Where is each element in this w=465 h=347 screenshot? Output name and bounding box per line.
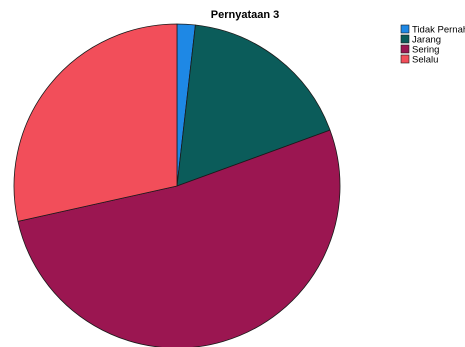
chart-title: Pernyataan 3 bbox=[211, 9, 279, 21]
legend-label-tidak-pernah: Tidak Pernah bbox=[412, 25, 465, 36]
legend-swatch-sering bbox=[400, 44, 410, 54]
legend-swatch-tidak-pernah bbox=[400, 24, 410, 34]
legend-swatch-jarang bbox=[400, 34, 410, 44]
legend-label-jarang: Jarang bbox=[412, 35, 441, 46]
legend-label-selalu: Selalu bbox=[412, 55, 438, 66]
pie-slice-jarang bbox=[176, 24, 331, 187]
legend-swatch-selalu bbox=[400, 54, 410, 64]
pie-slice-sering bbox=[17, 129, 341, 347]
pie-slice-selalu bbox=[13, 23, 178, 222]
legend-label-sering: Sering bbox=[412, 45, 439, 56]
pie-slices bbox=[13, 23, 341, 347]
